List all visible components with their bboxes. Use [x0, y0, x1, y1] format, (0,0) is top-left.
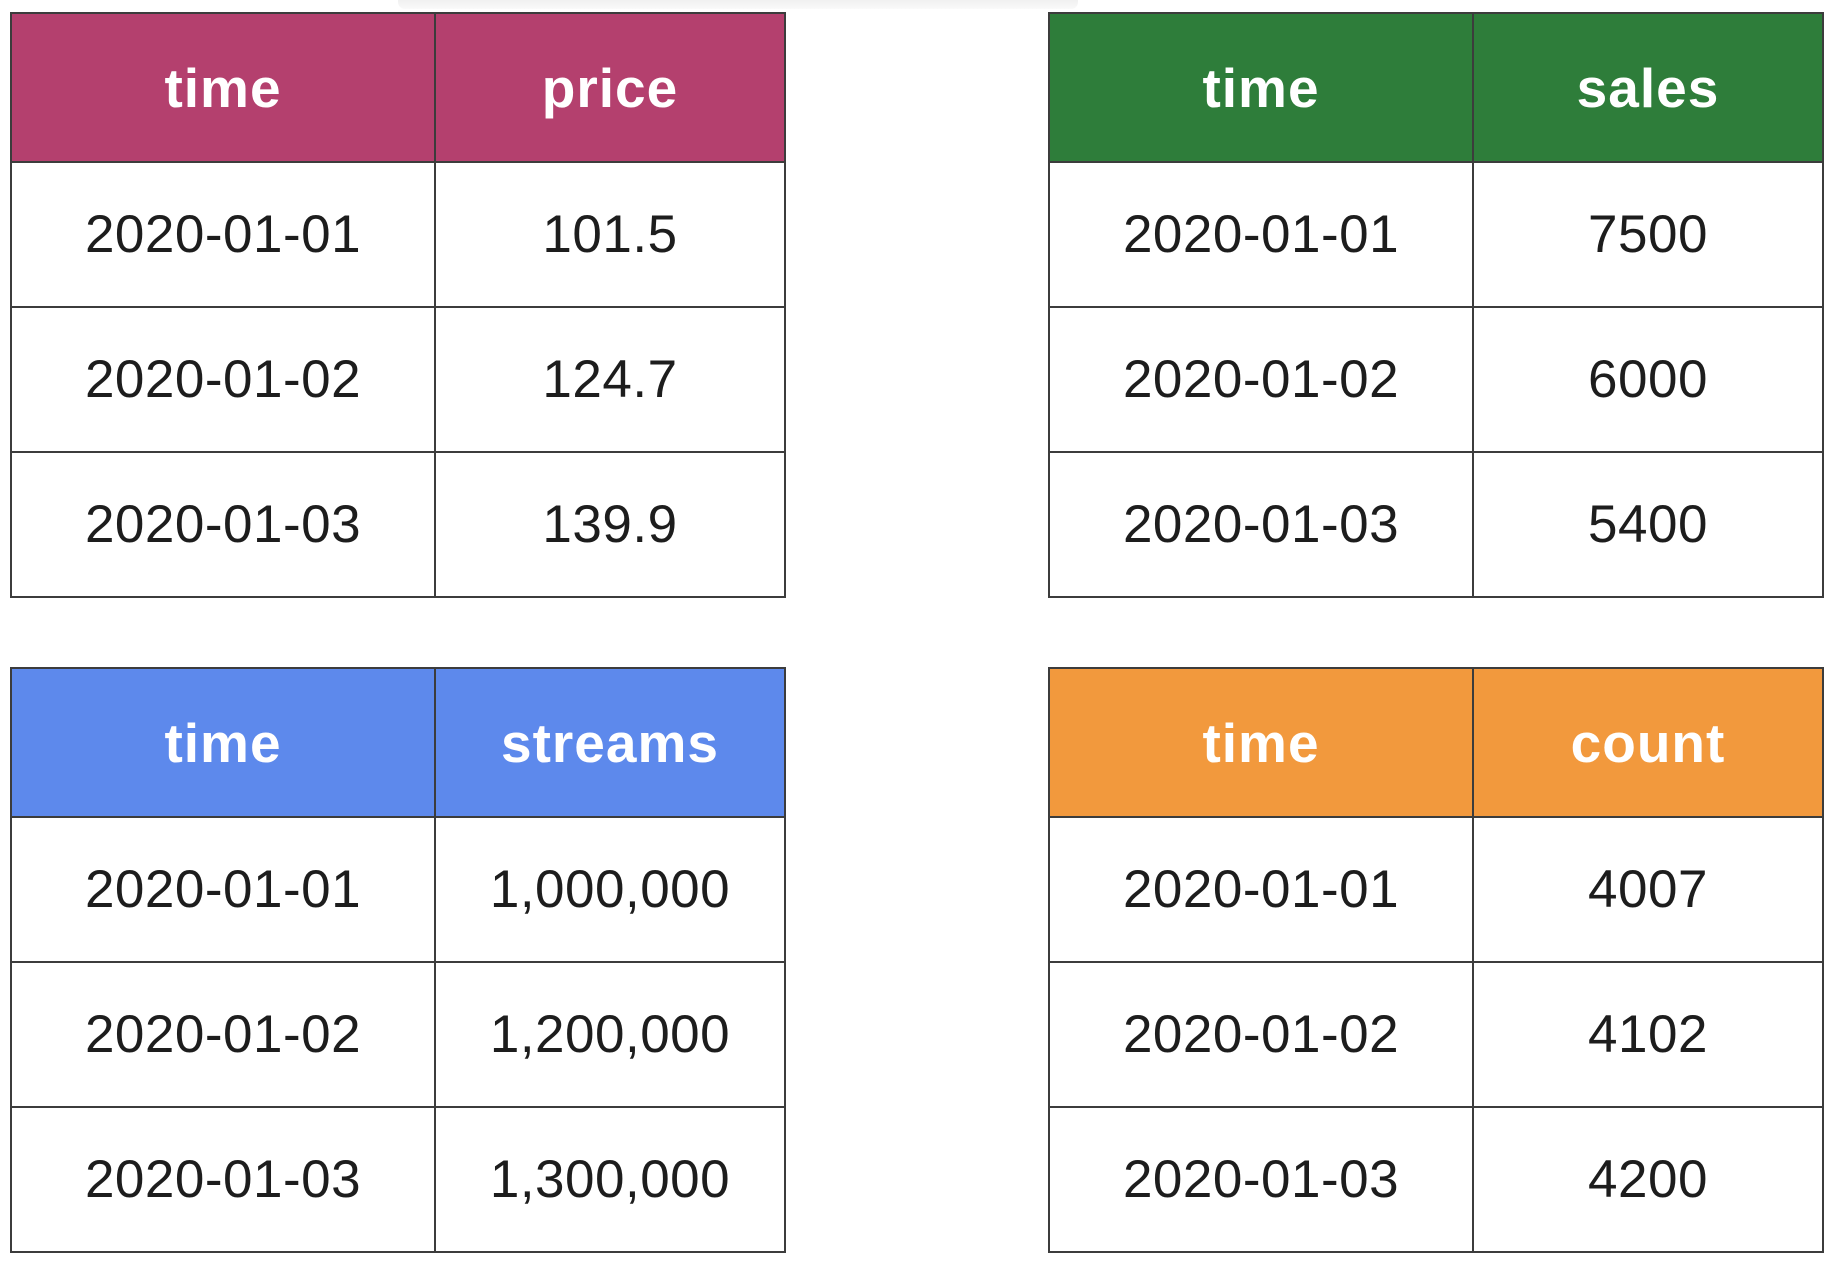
price-cell: 101.5	[434, 161, 786, 308]
tables-grid: time price 2020-01-01 101.5 2020-01-02 124.7 2…	[10, 12, 1824, 1253]
table-row: 2020-01-01 1,000,000	[10, 816, 786, 963]
column-header-time: time	[10, 12, 436, 163]
header-row: time count	[1048, 667, 1824, 818]
time-cell: 2020-01-03	[1048, 451, 1474, 598]
time-cell: 2020-01-02	[10, 306, 436, 453]
column-header-count: count	[1472, 667, 1824, 818]
table-row: 2020-01-02 1,200,000	[10, 961, 786, 1108]
table-sales: time sales 2020-01-01 7500 2020-01-02 6000 202…	[1048, 12, 1824, 598]
sales-cell: 5400	[1472, 451, 1824, 598]
column-header-time: time	[1048, 12, 1474, 163]
table-row: 2020-01-01 7500	[1048, 161, 1824, 308]
time-cell: 2020-01-01	[1048, 816, 1474, 963]
sales-cell: 7500	[1472, 161, 1824, 308]
table-row: 2020-01-02 6000	[1048, 306, 1824, 453]
column-header-sales: sales	[1472, 12, 1824, 163]
streams-cell: 1,200,000	[434, 961, 786, 1108]
table-row: 2020-01-03 139.9	[10, 451, 786, 598]
sales-cell: 6000	[1472, 306, 1824, 453]
column-header-price: price	[434, 12, 786, 163]
time-cell: 2020-01-02	[1048, 961, 1474, 1108]
table-row: 2020-01-03 1,300,000	[10, 1106, 786, 1253]
count-cell: 4102	[1472, 961, 1824, 1108]
table-row: 2020-01-03 4200	[1048, 1106, 1824, 1253]
table-streams: time streams 2020-01-01 1,000,000 2020-01-02…	[10, 667, 786, 1253]
table-row: 2020-01-02 4102	[1048, 961, 1824, 1108]
count-cell: 4007	[1472, 816, 1824, 963]
streams-cell: 1,300,000	[434, 1106, 786, 1253]
price-cell: 124.7	[434, 306, 786, 453]
time-cell: 2020-01-01	[1048, 161, 1474, 308]
time-cell: 2020-01-02	[10, 961, 436, 1108]
time-cell: 2020-01-03	[10, 1106, 436, 1253]
table-row: 2020-01-01 4007	[1048, 816, 1824, 963]
header-row: time price	[10, 12, 786, 163]
header-row: time sales	[1048, 12, 1824, 163]
column-header-time: time	[1048, 667, 1474, 818]
column-header-streams: streams	[434, 667, 786, 818]
table-row: 2020-01-02 124.7	[10, 306, 786, 453]
time-cell: 2020-01-01	[10, 816, 436, 963]
window-edge-artifact	[398, 0, 1078, 9]
table-price: time price 2020-01-01 101.5 2020-01-02 124.7 2…	[10, 12, 786, 598]
time-cell: 2020-01-03	[1048, 1106, 1474, 1253]
streams-cell: 1,000,000	[434, 816, 786, 963]
count-cell: 4200	[1472, 1106, 1824, 1253]
time-cell: 2020-01-03	[10, 451, 436, 598]
header-row: time streams	[10, 667, 786, 818]
time-cell: 2020-01-02	[1048, 306, 1474, 453]
time-cell: 2020-01-01	[10, 161, 436, 308]
table-row: 2020-01-01 101.5	[10, 161, 786, 308]
price-cell: 139.9	[434, 451, 786, 598]
table-row: 2020-01-03 5400	[1048, 451, 1824, 598]
column-header-time: time	[10, 667, 436, 818]
table-count: time count 2020-01-01 4007 2020-01-02 4102 202…	[1048, 667, 1824, 1253]
